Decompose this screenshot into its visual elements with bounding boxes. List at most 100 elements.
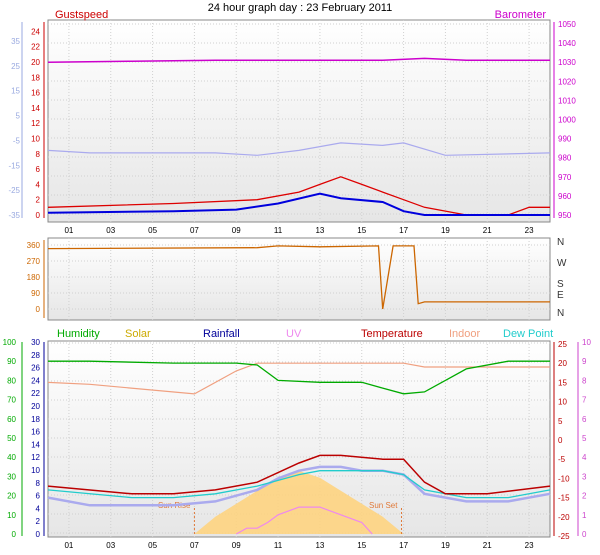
x-tick-label: 13	[315, 226, 324, 235]
panel1-frame	[47, 19, 551, 223]
x-tick-label: 17	[399, 226, 408, 235]
x-tick-label: 09	[232, 541, 241, 550]
y-tick-label: 7	[582, 396, 587, 405]
y-tick-label: 16	[31, 428, 40, 437]
y-tick-label: 8	[582, 376, 587, 385]
y-tick-label: 40	[7, 453, 16, 462]
y-tick-label: 14	[31, 440, 40, 449]
barometer-label: Barometer	[495, 9, 547, 21]
y-tick-label: 970	[558, 173, 572, 182]
y-tick-label: 30	[7, 472, 16, 481]
panel2-frame	[47, 237, 551, 321]
x-tick-label: 03	[106, 226, 115, 235]
y-tick-label: 10	[7, 511, 16, 520]
x-tick-label: 15	[357, 541, 366, 550]
x-tick-label: 19	[441, 541, 450, 550]
y-tick-label: 960	[558, 192, 572, 201]
y-tick-label: 12	[31, 453, 40, 462]
x-tick-label: 23	[525, 226, 534, 235]
y-tick-label: 2	[582, 492, 587, 501]
indoor-line	[47, 362, 550, 395]
x-tick-label: 17	[399, 541, 408, 550]
y-tick-label: 25	[558, 340, 567, 349]
uv-line	[236, 506, 373, 535]
legend-item: Dew Point	[503, 328, 553, 340]
temperature-line	[47, 454, 551, 495]
y-tick-label: 4	[36, 504, 41, 513]
y-tick-label: -5	[558, 455, 566, 464]
y-tick-label: 360	[27, 241, 41, 250]
y-tick-label: 8	[36, 479, 41, 488]
y-tick-label: 950	[558, 211, 572, 220]
y-tick-label: 10	[582, 338, 591, 347]
y-tick-label: 20	[31, 58, 40, 67]
y-tick-label: 0	[36, 305, 41, 314]
y-tick-label: 70	[7, 396, 16, 405]
y-tick-label: 90	[7, 357, 16, 366]
compass-label: N	[557, 237, 564, 248]
gustspeed-barometer-panel: 01 03 05 07 09 11 13 15 17 19 21 23 35 25 15 5 -5 -15 -25 -…	[8, 9, 576, 235]
y-tick-label: 0	[582, 530, 587, 539]
x-tick-label: 11	[274, 541, 283, 550]
y-tick-label: -20	[558, 513, 570, 522]
legend-item: Rainfall	[203, 328, 240, 340]
sunset-label: Sun Set	[369, 501, 398, 510]
x-tick-label: 01	[64, 541, 73, 550]
x-tick-label: 05	[148, 541, 157, 550]
compass-label: N	[557, 308, 564, 319]
x-tick-label: 21	[483, 541, 492, 550]
y-tick-label: 270	[27, 257, 41, 266]
legend-item: Solar	[125, 328, 151, 340]
humidity-line	[48, 360, 550, 395]
y-tick-label: 12	[31, 119, 40, 128]
legend-item: UV	[286, 328, 302, 340]
y-tick-label: 100	[3, 338, 17, 347]
x-tick-label: 09	[232, 226, 241, 235]
y-tick-label: 4	[582, 453, 587, 462]
y-tick-label: 30	[31, 338, 40, 347]
y-tick-label: 10	[31, 466, 40, 475]
legend-item: Indoor	[449, 328, 481, 340]
y-tick-label: 3	[582, 472, 587, 481]
y-tick-label: 2	[36, 517, 41, 526]
y-tick-label: 0	[12, 530, 17, 539]
humidity-temperature-panel: 01 03 05 07 09 11 13 15 17 19 21 231009080706050403…	[3, 328, 592, 550]
y-tick-label: 35	[11, 37, 20, 46]
y-tick-label: 0	[36, 530, 41, 539]
y-tick-label: 8	[36, 150, 41, 159]
y-tick-label: 18	[31, 415, 40, 424]
y-tick-label: 24	[31, 27, 40, 36]
y-tick-label: 1020	[558, 77, 576, 86]
y-tick-label: 26	[31, 364, 40, 373]
y-tick-label: 2	[36, 196, 41, 205]
y-tick-label: 14	[31, 104, 40, 113]
y-tick-label: 6	[582, 415, 587, 424]
barometer-line	[47, 57, 550, 63]
y-tick-label: 980	[558, 154, 572, 163]
y-tick-label: 9	[582, 357, 587, 366]
x-tick-label: 19	[441, 226, 450, 235]
y-tick-label: -5	[13, 136, 21, 145]
legend-item: Temperature	[361, 328, 423, 340]
y-tick-label: 0	[36, 211, 41, 220]
y-tick-label: 22	[31, 43, 40, 52]
y-tick-label: -25	[8, 186, 20, 195]
y-tick-label: 28	[31, 351, 40, 360]
x-tick-label: 07	[190, 541, 199, 550]
y-tick-label: -15	[8, 161, 20, 170]
y-tick-label: 1030	[558, 58, 576, 67]
y-tick-label: 4	[36, 180, 41, 189]
wind-direction-line	[47, 245, 550, 310]
x-tick-label: 15	[357, 226, 366, 235]
y-tick-label: 16	[31, 89, 40, 98]
lilac-band-line	[47, 465, 551, 507]
y-tick-label: 6	[36, 492, 41, 501]
y-tick-label: 10	[558, 398, 567, 407]
windspeed-line	[47, 192, 550, 216]
x-tick-label: 01	[64, 226, 73, 235]
y-tick-label: 1	[582, 511, 587, 520]
y-tick-label: 5	[582, 434, 587, 443]
y-tick-label: 1040	[558, 39, 576, 48]
